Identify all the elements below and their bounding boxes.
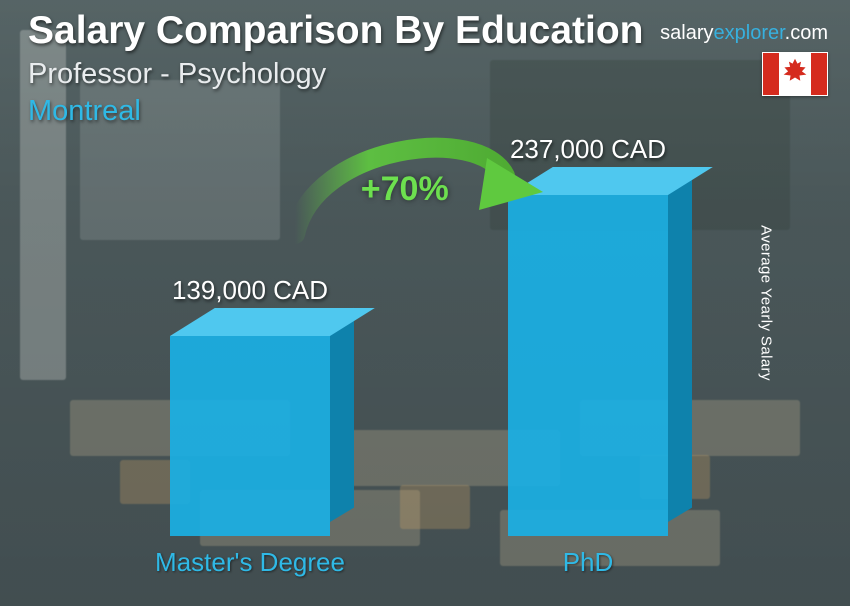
percent-increase: +70%	[361, 170, 449, 209]
flag-band-right	[811, 53, 827, 95]
bar-master-s-degree: 139,000 CAD	[170, 275, 330, 536]
bar-chart: 139,000 CADMaster's Degree237,000 CADPhD…	[0, 180, 790, 584]
bar-value: 139,000 CAD	[172, 275, 328, 306]
flag-middle	[779, 53, 811, 95]
increase-indicator: +70%	[275, 116, 545, 246]
page-subtitle: Professor - Psychology	[28, 58, 822, 91]
brand-part1: salary	[660, 22, 713, 44]
brand-label: salaryexplorer.com	[660, 22, 828, 45]
bar-body	[508, 195, 668, 536]
brand-part2: explorer	[714, 22, 785, 44]
flag-band-left	[763, 53, 779, 95]
brand-part3: .com	[785, 22, 828, 44]
maple-leaf-icon	[782, 59, 808, 87]
bar-label: PhD	[563, 547, 614, 578]
flag-canada	[762, 52, 828, 96]
bar-label: Master's Degree	[155, 547, 345, 578]
bar-body	[170, 336, 330, 536]
